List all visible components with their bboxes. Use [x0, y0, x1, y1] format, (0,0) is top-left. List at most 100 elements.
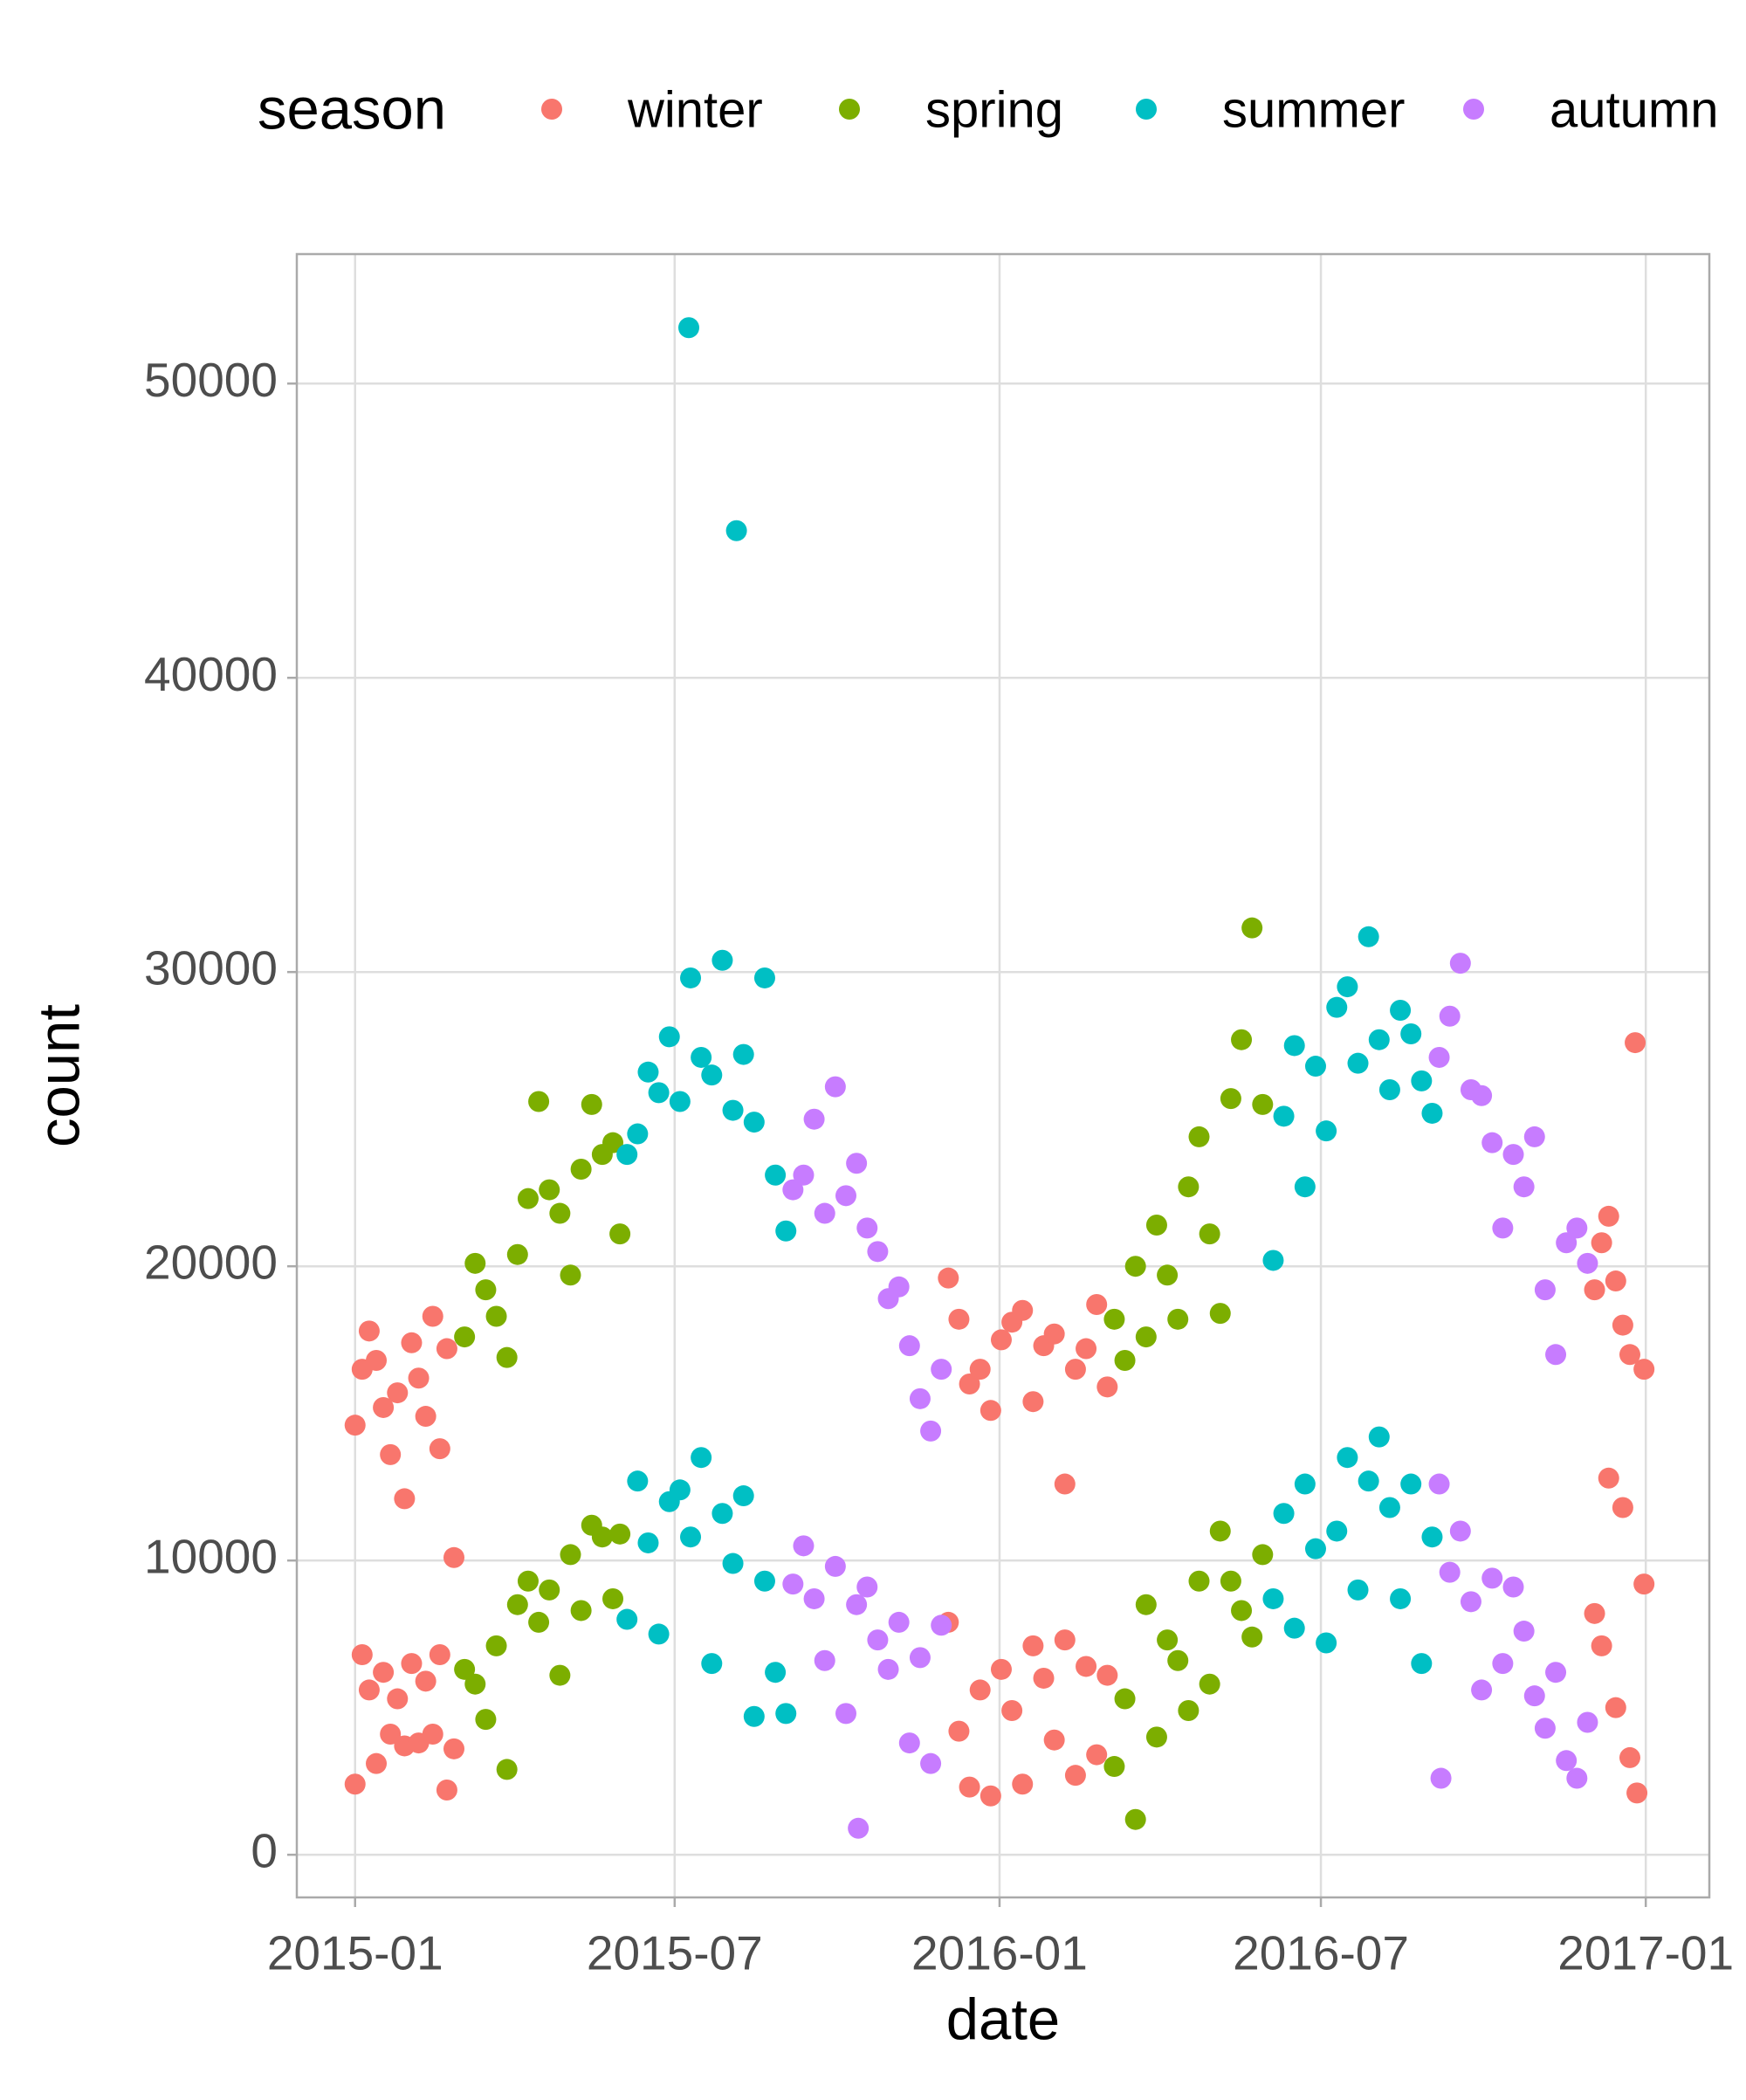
point	[1283, 1617, 1305, 1639]
point	[1054, 1629, 1076, 1651]
point	[429, 1438, 450, 1460]
point	[1188, 1570, 1210, 1592]
point	[1556, 1750, 1578, 1772]
point	[1534, 1279, 1556, 1301]
point	[1157, 1264, 1179, 1286]
point	[415, 1406, 436, 1428]
point	[1612, 1497, 1633, 1518]
point	[1566, 1767, 1588, 1789]
point	[1471, 1084, 1493, 1106]
point	[1096, 1664, 1118, 1686]
point	[909, 1647, 931, 1669]
point	[1502, 1144, 1524, 1166]
point	[691, 1447, 712, 1469]
point	[1481, 1132, 1503, 1153]
point	[803, 1587, 825, 1609]
point	[1390, 1000, 1412, 1022]
point	[793, 1164, 815, 1186]
point	[938, 1267, 959, 1289]
point	[1022, 1635, 1044, 1656]
point	[1449, 953, 1471, 974]
point	[1076, 1338, 1097, 1360]
point	[701, 1064, 723, 1086]
point	[1577, 1252, 1598, 1274]
point	[351, 1643, 373, 1665]
point	[1135, 1326, 1157, 1348]
point	[753, 967, 775, 988]
point	[1502, 1576, 1524, 1598]
point	[401, 1332, 423, 1353]
point	[677, 317, 699, 339]
point	[959, 1373, 980, 1394]
point	[1545, 1662, 1567, 1683]
point	[680, 1526, 702, 1548]
point	[1556, 1232, 1578, 1254]
point	[1411, 1653, 1433, 1675]
point	[517, 1570, 539, 1592]
point	[793, 1535, 815, 1557]
point	[1209, 1303, 1231, 1325]
point	[931, 1615, 952, 1636]
point	[637, 1532, 659, 1553]
point	[732, 1485, 754, 1507]
point	[408, 1367, 430, 1389]
point	[1012, 1299, 1034, 1321]
y-axis-title: count	[27, 1004, 93, 1147]
point	[506, 1243, 528, 1265]
point	[570, 1600, 592, 1621]
point	[591, 1526, 613, 1548]
point	[1326, 996, 1348, 1018]
point	[990, 1658, 1012, 1680]
point	[1400, 1473, 1422, 1495]
point	[464, 1252, 486, 1274]
legend-label: spring	[925, 81, 1063, 138]
point	[443, 1546, 465, 1568]
point	[1103, 1756, 1125, 1778]
point	[485, 1635, 507, 1656]
point	[1145, 1215, 1167, 1236]
point	[1430, 1767, 1452, 1789]
point	[1633, 1573, 1655, 1595]
legend-title: season	[258, 77, 446, 142]
point	[648, 1623, 670, 1645]
point	[1577, 1711, 1598, 1733]
point	[931, 1359, 952, 1380]
point	[528, 1611, 550, 1633]
point	[1304, 1056, 1326, 1078]
point	[765, 1662, 787, 1683]
point	[680, 967, 702, 988]
point	[1199, 1223, 1220, 1245]
point	[867, 1241, 889, 1263]
point	[1316, 1120, 1337, 1142]
point	[648, 1082, 670, 1104]
point	[387, 1382, 409, 1404]
point	[1471, 1679, 1493, 1701]
point	[835, 1185, 856, 1207]
point	[856, 1217, 878, 1239]
point	[701, 1653, 723, 1675]
point	[775, 1220, 797, 1242]
point	[539, 1179, 560, 1201]
point	[990, 1329, 1012, 1351]
point	[1167, 1308, 1189, 1330]
x-tick-label: 2016-01	[911, 1926, 1088, 1980]
point	[1633, 1359, 1655, 1380]
point	[1428, 1473, 1450, 1495]
point	[549, 1202, 571, 1224]
point	[1252, 1544, 1274, 1566]
point	[637, 1061, 659, 1083]
point	[814, 1649, 835, 1671]
point	[1439, 1005, 1461, 1027]
point	[1262, 1587, 1284, 1609]
x-tick-label: 2016-07	[1233, 1926, 1409, 1980]
point	[1167, 1649, 1189, 1671]
point	[1188, 1126, 1210, 1147]
point	[1241, 1626, 1263, 1648]
point	[528, 1091, 550, 1112]
point	[609, 1523, 631, 1545]
point	[1157, 1629, 1179, 1651]
point	[1001, 1700, 1023, 1722]
point	[1378, 1497, 1400, 1518]
point	[711, 1503, 733, 1525]
